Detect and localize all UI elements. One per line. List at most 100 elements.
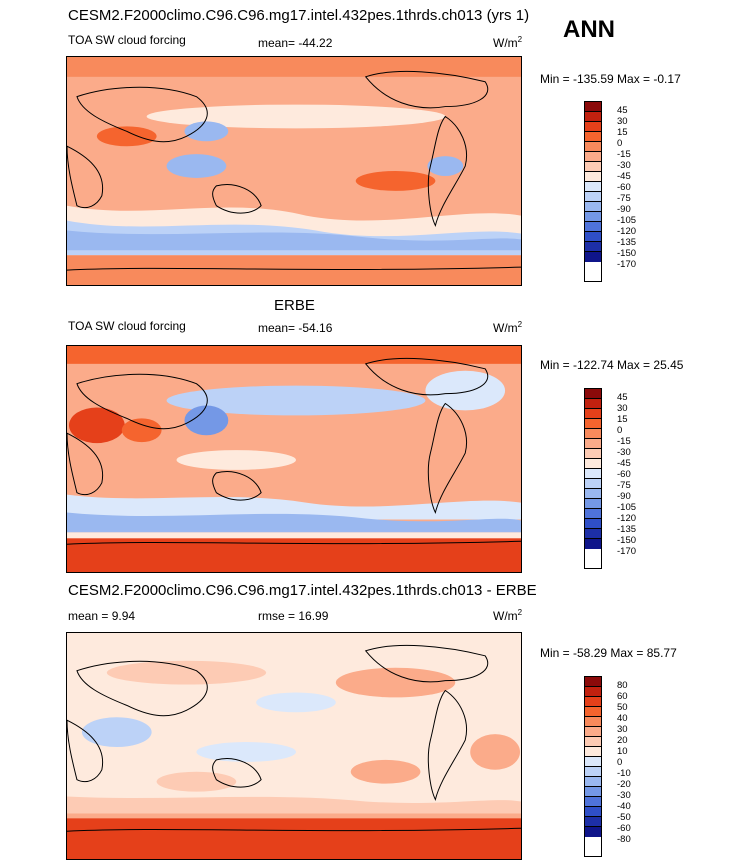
panel2-tick-label: -60 — [617, 469, 631, 480]
panel3-tick-label: 30 — [617, 724, 628, 735]
panel2-colorbar-swatch-10 — [585, 479, 601, 489]
panel1-map — [66, 56, 522, 286]
panel2-minmax: Min = -122.74 Max = 25.45 — [540, 358, 684, 372]
panel1-colorbar-swatch-10 — [585, 192, 601, 202]
panel2-colorbar-swatch-5 — [585, 429, 601, 439]
panel2-colorbar-swatch-11 — [585, 489, 601, 499]
panel2-colorbar-swatch-14 — [585, 519, 601, 529]
panel3-tick-label: 20 — [617, 735, 628, 746]
panel3-tick-label: 80 — [617, 680, 628, 691]
panel2-tick-label: 30 — [617, 403, 628, 414]
panel2-field-label: TOA SW cloud forcing — [68, 319, 186, 333]
panel2-tick-label: -15 — [617, 436, 631, 447]
panel3-colorbar-swatch-15 — [585, 817, 601, 827]
panel1-tick-label: 15 — [617, 127, 628, 138]
panel2-colorbar-swatch-1 — [585, 389, 601, 399]
panel1-units: W/m2 — [493, 35, 523, 50]
panel3-colorbar-swatch-7 — [585, 737, 601, 747]
panel3-units: W/m2 — [493, 608, 523, 623]
panel3-colorbar-swatch-12 — [585, 787, 601, 797]
season-label: ANN — [563, 16, 615, 43]
panel2-mean: mean= -54.16 — [258, 321, 333, 335]
panel3-tick-label: -80 — [617, 834, 631, 845]
panel2-tick-label: -45 — [617, 458, 631, 469]
panel2-tick-label: -170 — [617, 546, 637, 557]
panel1-tick-label: -45 — [617, 171, 631, 182]
panel1-colorbar-swatch-4 — [585, 132, 601, 142]
panel1-tick-label: -120 — [617, 226, 637, 237]
panel2-tick-label: -150 — [617, 535, 637, 546]
panel1-colorbar-swatch-3 — [585, 122, 601, 132]
panel1-tick-label: 0 — [617, 138, 623, 149]
panel1-colorbar-swatch-7 — [585, 162, 601, 172]
panel1-field-plot — [67, 57, 521, 285]
panel3-mean: mean = 9.94 — [68, 609, 136, 623]
panel2-tick-label: 0 — [617, 425, 623, 436]
panel1-colorbar-swatch-11 — [585, 202, 601, 212]
panel1-tick-label: -90 — [617, 204, 631, 215]
panel3-minmax: Min = -58.29 Max = 85.77 — [540, 646, 677, 660]
panel3-colorbar-swatch-8 — [585, 747, 601, 757]
panel2-tick-label: -120 — [617, 513, 637, 524]
panel2-colorbar-swatch-9 — [585, 469, 601, 479]
panel2-colorbar-swatch-12 — [585, 499, 601, 509]
panel1-colorbar-swatch-16 — [585, 252, 601, 262]
panel1-tick-label: -135 — [617, 237, 637, 248]
panel1-mean: mean= -44.22 — [258, 36, 333, 50]
panel3-colorbar-swatch-11 — [585, 777, 601, 787]
panel1-tick-label: 45 — [617, 105, 628, 116]
panel2-colorbar-swatch-7 — [585, 449, 601, 459]
panel3-tick-label: 40 — [617, 713, 628, 724]
panel2-colorbar-swatch-2 — [585, 399, 601, 409]
panel3-tick-label: -20 — [617, 779, 631, 790]
panel2-colorbar-swatch-15 — [585, 529, 601, 539]
panel3-colorbar-swatch-16 — [585, 827, 601, 837]
panel2-colorbar-swatch-8 — [585, 459, 601, 469]
panel3-tick-label: 50 — [617, 702, 628, 713]
panel1-colorbar-swatch-14 — [585, 232, 601, 242]
panel3-title: CESM2.F2000climo.C96.C96.mg17.intel.432p… — [68, 582, 537, 599]
panel3-tick-label: -10 — [617, 768, 631, 779]
panel2-tick-label: 15 — [617, 414, 628, 425]
panel3-colorbar-swatch-6 — [585, 727, 601, 737]
panel1-colorbar — [584, 101, 602, 282]
panel3-tick-label: -40 — [617, 801, 631, 812]
panel3-colorbar-swatch-4 — [585, 707, 601, 717]
panel3-map — [66, 632, 522, 860]
panel3-tick-label: -60 — [617, 823, 631, 834]
panel1-tick-label: -30 — [617, 160, 631, 171]
panel1-colorbar-swatch-13 — [585, 222, 601, 232]
panel2-field-plot — [67, 346, 521, 572]
panel3-tick-label: -50 — [617, 812, 631, 823]
panel1-colorbar-swatch-15 — [585, 242, 601, 252]
panel3-colorbar-swatch-10 — [585, 767, 601, 777]
panel1-colorbar-swatch-12 — [585, 212, 601, 222]
panel2-colorbar-swatch-13 — [585, 509, 601, 519]
panel2-title: ERBE — [274, 297, 315, 314]
panel1-tick-label: -75 — [617, 193, 631, 204]
panel2-colorbar-swatch-6 — [585, 439, 601, 449]
panel3-colorbar — [584, 676, 602, 857]
panel2-colorbar-swatch-3 — [585, 409, 601, 419]
panel1-tick-label: -15 — [617, 149, 631, 160]
panel3-colorbar-swatch-1 — [585, 677, 601, 687]
panel2-map — [66, 345, 522, 573]
panel3-rmse: rmse = 16.99 — [258, 609, 329, 623]
panel3-colorbar-swatch-14 — [585, 807, 601, 817]
panel2-tick-label: -135 — [617, 524, 637, 535]
panel1-colorbar-swatch-6 — [585, 152, 601, 162]
panel3-tick-label: -30 — [617, 790, 631, 801]
panel1-minmax: Min = -135.59 Max = -0.17 — [540, 72, 681, 86]
panel2-tick-label: -30 — [617, 447, 631, 458]
panel3-colorbar-swatch-3 — [585, 697, 601, 707]
panel2-tick-label: -90 — [617, 491, 631, 502]
panel2-tick-label: -75 — [617, 480, 631, 491]
panel1-colorbar-swatch-8 — [585, 172, 601, 182]
panel3-colorbar-swatch-2 — [585, 687, 601, 697]
panel3-tick-label: 10 — [617, 746, 628, 757]
panel1-tick-label: -60 — [617, 182, 631, 193]
panel2-colorbar-swatch-16 — [585, 539, 601, 549]
run-title: CESM2.F2000climo.C96.C96.mg17.intel.432p… — [68, 7, 530, 24]
panel1-tick-label: -150 — [617, 248, 637, 259]
panel2-colorbar — [584, 388, 602, 569]
